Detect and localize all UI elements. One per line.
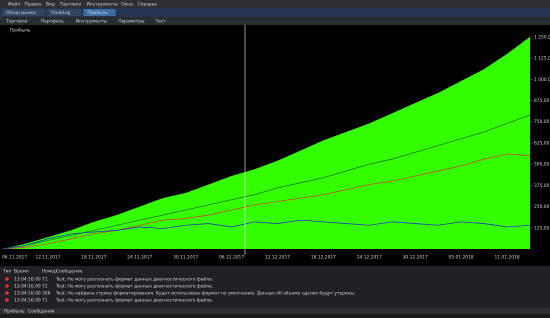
message-icon <box>5 298 9 302</box>
toolbar-item[interactable]: Портфель <box>41 19 65 25</box>
message-cell: Test: Не могу распознать формат данных д… <box>55 283 213 290</box>
y-tick-label: 1 125,00 <box>534 56 550 62</box>
y-tick-label: 750,00 <box>534 119 550 125</box>
y-tick-label: 500,00 <box>534 162 550 168</box>
tab-label[interactable]: TradeLog <box>50 10 71 16</box>
y-tick-label: 1 250,00 <box>534 34 550 40</box>
y-tick-label: 375,00 <box>534 183 550 189</box>
tab[interactable] <box>2 9 45 16</box>
x-tick-label: 18.11.2017 <box>81 255 106 261</box>
x-tick-label: 12.11.2017 <box>35 255 60 261</box>
message-cell: 71 <box>42 277 48 283</box>
menu-bar <box>0 0 550 8</box>
message-cell: 13:04:16.00 <box>14 277 41 283</box>
message-cell: 306 <box>42 291 51 297</box>
message-cell: 13:04:16.00 <box>14 298 41 304</box>
message-cell: Test: Не найдена строка форматирования. … <box>55 290 355 297</box>
tab-label[interactable]: Прибыль <box>87 9 108 16</box>
x-tick-label: 30.11.2017 <box>173 255 198 261</box>
message-icon <box>5 291 9 295</box>
y-tick-label: 1 000,00 <box>534 77 550 83</box>
menu-item[interactable]: Правка <box>24 2 41 8</box>
column-header: Время <box>14 269 29 275</box>
menu-item[interactable]: Файл <box>8 1 20 8</box>
x-tick-label: 11.01.2018 <box>494 255 519 261</box>
toolbar-item[interactable]: Торговля <box>5 19 28 25</box>
x-tick-label: 12.12.2017 <box>265 255 290 261</box>
message-icon <box>5 284 9 288</box>
toolbar-item[interactable]: Инструменты <box>76 19 108 25</box>
toolbar-item[interactable]: Параметры <box>118 19 145 25</box>
series-line <box>1 114 531 250</box>
y-tick-label: 875,00 <box>534 98 550 104</box>
column-header: Сообщение <box>56 268 83 275</box>
equity-area <box>2 36 530 250</box>
tab-label[interactable]: Обзор рынка <box>6 9 36 16</box>
x-tick-label: 24.12.2017 <box>357 255 382 261</box>
x-tick-label: 24.11.2017 <box>127 255 152 261</box>
menu-item[interactable]: Инструменты <box>87 2 119 8</box>
tab[interactable] <box>46 9 82 16</box>
status-tab[interactable]: Прибыль <box>4 308 25 315</box>
message-icon <box>5 277 9 281</box>
menu-item[interactable]: Вид <box>46 2 55 8</box>
y-tick-label: 250,00 <box>534 204 550 210</box>
status-tab[interactable]: Сообщения <box>28 308 55 315</box>
menu-item[interactable]: Справка <box>138 2 158 8</box>
menu-item[interactable]: Окна <box>121 2 133 8</box>
x-tick-label: 05.01.2018 <box>449 255 474 261</box>
status-bar <box>0 308 550 314</box>
menu-item[interactable]: Торговля <box>59 2 82 8</box>
x-tick-label: 06.11.2017 <box>2 255 27 261</box>
x-tick-label: 30.12.2017 <box>403 255 428 261</box>
messages-panel <box>0 266 550 308</box>
tab-bar <box>0 8 550 17</box>
column-header: Тип <box>2 269 12 275</box>
message-cell: 13:04:16.00 <box>14 284 41 290</box>
message-cell: 71 <box>42 284 48 290</box>
x-tick-label: 18.12.2017 <box>311 255 336 261</box>
message-cell: Test: Не могу распознать формат данных д… <box>55 276 213 283</box>
message-cell: Test: Не могу распознать формат данных д… <box>55 297 213 304</box>
x-tick-label: 06.12.2017 <box>219 255 244 261</box>
toolbar <box>0 17 550 25</box>
tab[interactable] <box>83 9 116 16</box>
column-header: Номер <box>42 269 57 275</box>
series-line <box>1 219 531 250</box>
message-cell: 71 <box>42 298 48 304</box>
toolbar-item[interactable]: Тест <box>155 19 167 25</box>
y-tick-label: 125,00 <box>534 225 550 231</box>
y-tick-label: 625,00 <box>534 140 550 146</box>
series-line <box>1 153 531 250</box>
chart-title: Прибыль <box>10 27 31 34</box>
message-cell: 13:04:16.00 <box>14 291 41 297</box>
